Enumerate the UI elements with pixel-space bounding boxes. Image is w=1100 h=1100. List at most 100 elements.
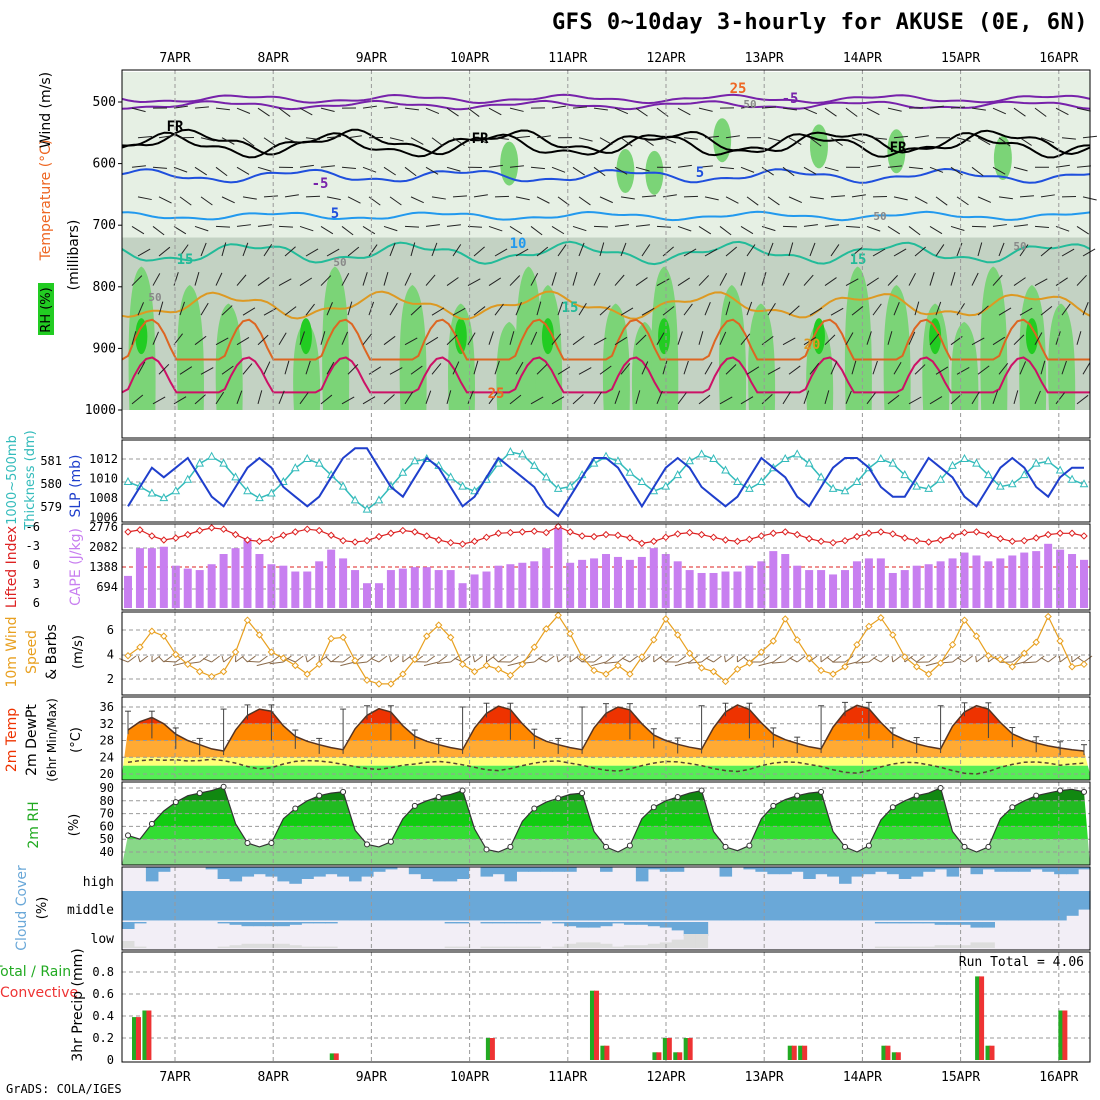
wind10-barb-flag xyxy=(187,655,197,663)
wind-barb xyxy=(1034,107,1047,117)
wind-barb xyxy=(872,248,886,257)
wind-barb xyxy=(278,225,294,228)
wind-barb xyxy=(719,166,734,170)
precip-frame xyxy=(121,951,1091,1063)
wind-barb xyxy=(866,107,880,116)
wind-barb xyxy=(179,366,193,375)
thickness-point xyxy=(816,472,826,481)
rh-point xyxy=(196,790,203,797)
wind-barb xyxy=(992,336,1006,346)
wind-barb xyxy=(656,278,670,287)
cloud-high-bar xyxy=(1078,867,1091,870)
cloud-low-grey xyxy=(683,934,697,948)
wind10-point xyxy=(757,648,766,656)
wind-barb xyxy=(200,196,213,206)
date-label-top: 15APR xyxy=(941,51,980,66)
wind10-point xyxy=(160,632,168,640)
wind10-barb-flag xyxy=(976,655,985,663)
cloud-low-grey xyxy=(934,945,948,948)
rh-point xyxy=(579,790,586,797)
wind10-frame xyxy=(121,611,1091,696)
wind10-barb xyxy=(331,660,344,663)
isotherm-label: 50 xyxy=(333,256,346,269)
pressure-tick-label: 1000 xyxy=(85,403,116,418)
wind-barb xyxy=(551,333,562,346)
isotherm-20 xyxy=(121,290,1091,321)
cloud-middle-bar xyxy=(122,891,135,921)
wind-barb xyxy=(788,305,800,316)
cloud-middle-bar xyxy=(611,891,625,921)
cloud-high-bar xyxy=(791,867,804,872)
cloud-middle-bar xyxy=(217,891,231,921)
cape-bar xyxy=(972,555,981,608)
wind-barb xyxy=(488,331,494,345)
wind-barb xyxy=(557,366,571,375)
wind-barb xyxy=(242,307,256,316)
lifted-index-point xyxy=(423,532,431,540)
wind-barb xyxy=(284,194,299,198)
isotherm-label: 20 xyxy=(804,337,821,353)
cape-bar xyxy=(745,565,754,608)
thickness-point xyxy=(673,470,683,479)
wind-barb xyxy=(362,226,376,235)
cape-bar xyxy=(434,570,443,608)
wind10-barb-flag xyxy=(366,655,376,663)
wind-barb xyxy=(572,335,585,346)
wind10-point xyxy=(148,627,156,635)
wind-barb xyxy=(278,278,292,287)
wind10-point xyxy=(1020,649,1028,657)
wind-barb xyxy=(320,226,334,235)
thickness-point xyxy=(972,458,981,467)
cloud-middle-bar xyxy=(444,891,458,921)
wind-barb xyxy=(404,272,412,286)
wind-barb xyxy=(662,360,668,375)
wind10-point xyxy=(650,636,658,644)
lifted-index-point xyxy=(387,529,395,537)
wind10-point xyxy=(291,661,300,670)
wind10-barb xyxy=(325,656,332,663)
wind10-point xyxy=(279,654,288,662)
cloud-high-bar xyxy=(528,867,541,872)
wind10-barb-flag xyxy=(533,655,543,663)
thickness-point xyxy=(506,447,515,456)
wind-barb xyxy=(362,272,368,286)
wind10-point xyxy=(482,661,491,670)
wind-barb xyxy=(158,363,170,375)
wind10-tick-label: 2 xyxy=(107,672,114,686)
wind-barb xyxy=(830,244,840,257)
wind-barb xyxy=(131,394,144,405)
rh-band xyxy=(122,813,1090,827)
wind-barb xyxy=(494,137,509,140)
wind-barb xyxy=(1013,224,1028,227)
wind10-point xyxy=(195,667,204,676)
cloud-low-grey xyxy=(265,943,278,948)
wind10-barb xyxy=(1077,656,1085,663)
rh-point xyxy=(292,805,299,812)
cloud-high-bar xyxy=(767,867,780,875)
thickness-point xyxy=(924,483,933,492)
cloud-middle-bar xyxy=(564,891,577,921)
wind-barb xyxy=(158,246,171,257)
lifted-index-point xyxy=(650,537,658,546)
wind-barb xyxy=(719,272,728,286)
wind-barb xyxy=(698,275,710,286)
cloud-low-grey xyxy=(504,946,517,948)
cloud-low-bar xyxy=(492,922,506,924)
wind-barb xyxy=(242,363,253,375)
wind-barb xyxy=(908,226,921,236)
thickness-point xyxy=(804,458,814,467)
wind10-barb xyxy=(771,661,786,664)
wind-barb xyxy=(263,307,277,316)
wind-barb xyxy=(488,392,498,405)
thickness-tick-label: 579 xyxy=(40,500,62,514)
cloud-high-bar xyxy=(444,867,458,882)
wind10-barb xyxy=(758,661,774,667)
lifted-index-point xyxy=(195,526,204,535)
wind-barb xyxy=(593,166,606,177)
wind-barb xyxy=(887,107,902,112)
wind-barb xyxy=(929,396,943,405)
wind-barb xyxy=(635,390,641,404)
rh-tick-label: 40 xyxy=(100,845,114,859)
thickness-point xyxy=(290,463,300,472)
wind-barb xyxy=(866,331,872,345)
